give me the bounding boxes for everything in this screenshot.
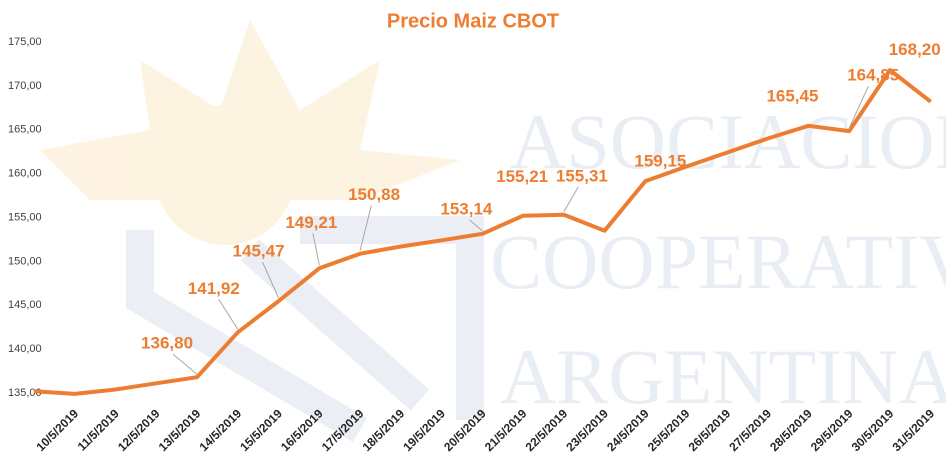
y-tick-label: 135,00 bbox=[8, 387, 42, 399]
x-tick-label: 12/5/2019 bbox=[115, 406, 163, 454]
data-label: 149,21 bbox=[285, 213, 337, 232]
logo-watermark bbox=[40, 20, 460, 245]
watermark-text: COOPERATIVAS bbox=[490, 218, 946, 305]
y-tick-label: 155,00 bbox=[8, 211, 42, 223]
logo-frame bbox=[126, 216, 484, 443]
watermark-text: ARGENTINAS bbox=[500, 333, 946, 420]
data-label: 153,14 bbox=[440, 199, 493, 218]
leader-line bbox=[262, 261, 280, 299]
chart-title: Precio Maiz CBOT bbox=[387, 10, 559, 32]
data-label: 155,31 bbox=[556, 166, 608, 185]
data-label: 164,85 bbox=[847, 66, 899, 85]
logo-rays bbox=[40, 20, 460, 200]
y-tick-label: 145,00 bbox=[8, 299, 42, 311]
price-line bbox=[33, 68, 932, 396]
leader-line bbox=[563, 186, 579, 213]
x-tick-label: 18/5/2019 bbox=[360, 406, 408, 454]
y-tick-label: 140,00 bbox=[8, 343, 42, 355]
x-tick-label: 11/5/2019 bbox=[75, 406, 122, 453]
y-tick-label: 150,00 bbox=[8, 255, 42, 267]
x-tick-label: 15/5/2019 bbox=[237, 406, 285, 454]
x-tick-label: 19/5/2019 bbox=[400, 406, 448, 454]
data-label: 168,20 bbox=[889, 40, 941, 59]
x-tick-label: 16/5/2019 bbox=[278, 406, 326, 454]
x-tick-label: 14/5/2019 bbox=[197, 406, 245, 454]
logo-lines bbox=[126, 216, 484, 443]
data-label: 136,80 bbox=[141, 334, 193, 353]
leader-line bbox=[172, 353, 198, 375]
y-tick-label: 175,00 bbox=[8, 36, 42, 48]
x-tick-label: 13/5/2019 bbox=[156, 406, 204, 454]
y-tick-label: 165,00 bbox=[8, 124, 42, 136]
y-tick-label: 170,00 bbox=[8, 80, 42, 92]
data-label: 150,88 bbox=[348, 185, 400, 204]
leader-line bbox=[312, 233, 320, 266]
data-label: 165,45 bbox=[766, 86, 818, 105]
data-label: 159,15 bbox=[634, 152, 686, 171]
x-tick-label: 10/5/2019 bbox=[33, 406, 81, 454]
watermark-text: ASOCIACION de bbox=[510, 98, 946, 185]
leader-line bbox=[359, 205, 372, 251]
data-label: 145,47 bbox=[233, 242, 285, 261]
data-label: 141,92 bbox=[188, 279, 240, 298]
leader-line bbox=[469, 219, 483, 232]
leader-line bbox=[848, 85, 869, 129]
y-tick-label: 160,00 bbox=[8, 168, 42, 180]
data-label: 155,21 bbox=[496, 167, 548, 186]
logo-sun bbox=[155, 105, 295, 245]
leader-line bbox=[218, 299, 239, 330]
